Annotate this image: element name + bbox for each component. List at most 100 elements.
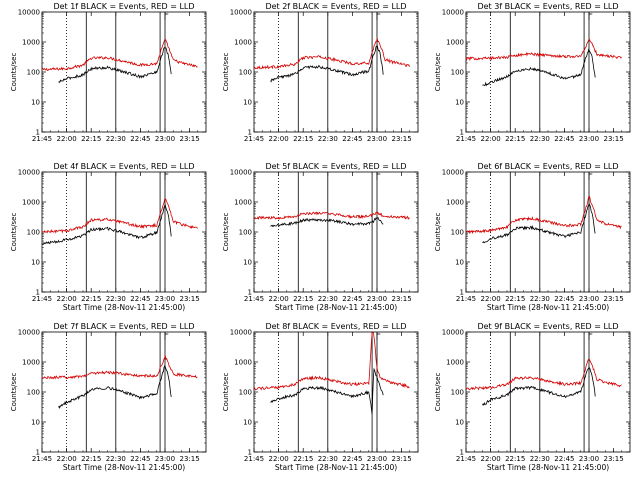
- panel-title: Det 4f BLACK = Events, RED = LLD: [53, 162, 194, 171]
- lld-series-line: [465, 195, 622, 235]
- x-tick-label: 23:00: [367, 455, 387, 463]
- y-tick-label: 100: [239, 229, 252, 237]
- x-tick-label: 21:45: [456, 135, 476, 143]
- y-axis-label: Counts/sec: [10, 213, 18, 252]
- x-tick-label: 22:00: [481, 295, 501, 303]
- y-tick-label: 1: [36, 289, 40, 297]
- events-series-line: [482, 367, 596, 406]
- x-tick-label: 22:00: [57, 295, 77, 303]
- y-tick-label: 100: [239, 69, 252, 77]
- x-axis-label: Start Time (28-Nov-11 21:45:00): [275, 303, 397, 312]
- y-axis-label: Counts/sec: [222, 213, 230, 252]
- x-tick-label: 23:00: [155, 135, 175, 143]
- panel-det-2: Det 2f BLACK = Events, RED = LLD 1 10 100 10…: [222, 2, 419, 143]
- x-tick-label: 23:15: [180, 135, 200, 143]
- x-tick-label: 22:00: [481, 455, 501, 463]
- x-tick-label: 23:15: [392, 135, 412, 143]
- x-tick-label: 22:00: [57, 135, 77, 143]
- panel-det-5: Det 5f BLACK = Events, RED = LLD 1 10 100 10…: [222, 162, 419, 312]
- y-axis-label: Counts/sec: [434, 53, 442, 92]
- x-tick-label: 23:15: [604, 295, 624, 303]
- x-tick-label: 22:15: [505, 455, 525, 463]
- y-tick-label: 10000: [230, 169, 252, 177]
- panel-det-4: Det 4f BLACK = Events, RED = LLD 1 10 100 10…: [10, 162, 207, 312]
- x-tick-label: 23:00: [367, 295, 387, 303]
- y-tick-label: 10: [455, 99, 464, 107]
- y-tick-label: 10: [31, 259, 40, 267]
- panel-det-3: Det 3f BLACK = Events, RED = LLD 1 10 100 10…: [434, 2, 631, 143]
- x-tick-label: 21:45: [32, 135, 52, 143]
- y-tick-label: 10000: [18, 329, 40, 337]
- y-tick-label: 100: [27, 229, 40, 237]
- y-tick-label: 10: [31, 99, 40, 107]
- x-tick-label: 22:15: [505, 135, 525, 143]
- lld-series-line: [41, 38, 198, 72]
- y-tick-label: 1: [248, 289, 252, 297]
- bracket-marker: [588, 173, 593, 180]
- x-tick-label: 23:00: [579, 135, 599, 143]
- y-tick-label: 1: [460, 449, 464, 457]
- y-tick-label: 100: [27, 389, 40, 397]
- bracket-marker: [376, 333, 381, 340]
- x-tick-label: 21:45: [32, 295, 52, 303]
- y-tick-label: 10: [455, 259, 464, 267]
- events-series-line: [270, 44, 384, 83]
- x-tick-label: 22:45: [342, 455, 362, 463]
- panel-det-1: Det 1f BLACK = Events, RED = LLD 1 10 100 10…: [10, 2, 207, 143]
- lld-series-line: [41, 354, 198, 380]
- x-tick-label: 23:15: [604, 135, 624, 143]
- y-tick-label: 10000: [18, 169, 40, 177]
- x-axis-label: Start Time (28-Nov-11 21:45:00): [487, 303, 609, 312]
- y-tick-label: 100: [239, 389, 252, 397]
- x-tick-label: 22:45: [554, 295, 574, 303]
- bracket-marker: [376, 13, 381, 20]
- x-tick-label: 22:15: [81, 135, 101, 143]
- y-axis-label: Counts/sec: [434, 373, 442, 412]
- x-axis-label: Start Time (28-Nov-11 21:45:00): [63, 303, 185, 312]
- panel-title: Det 6f BLACK = Events, RED = LLD: [477, 162, 618, 171]
- lld-series-line: [253, 37, 410, 70]
- bracket-marker: [164, 13, 169, 20]
- y-tick-label: 1: [460, 129, 464, 137]
- y-tick-label: 100: [451, 69, 464, 77]
- x-tick-label: 22:00: [57, 455, 77, 463]
- panel-det-7: Det 7f BLACK = Events, RED = LLD 1 10 100 10…: [10, 322, 207, 472]
- x-tick-label: 22:15: [505, 295, 525, 303]
- y-axis-label: Counts/sec: [222, 53, 230, 92]
- y-axis-label: Counts/sec: [10, 373, 18, 412]
- lld-series-line: [465, 38, 622, 62]
- y-tick-label: 10: [243, 419, 252, 427]
- x-tick-label: 23:15: [392, 295, 412, 303]
- x-tick-label: 22:45: [342, 135, 362, 143]
- x-tick-label: 22:30: [106, 135, 126, 143]
- panel-det-6: Det 6f BLACK = Events, RED = LLD 1 10 100 10…: [434, 162, 631, 312]
- panel-title: Det 9f BLACK = Events, RED = LLD: [477, 322, 618, 331]
- lld-series-line: [253, 211, 410, 220]
- x-tick-label: 22:45: [130, 135, 150, 143]
- x-tick-label: 22:45: [342, 295, 362, 303]
- x-tick-label: 23:00: [155, 295, 175, 303]
- y-tick-label: 1: [248, 129, 252, 137]
- events-series-line: [482, 48, 596, 87]
- x-tick-label: 22:15: [293, 135, 313, 143]
- bracket-marker: [588, 333, 593, 340]
- x-axis-label: Start Time (28-Nov-11 21:45:00): [63, 463, 185, 472]
- x-tick-label: 21:45: [456, 455, 476, 463]
- panel-title: Det 5f BLACK = Events, RED = LLD: [265, 162, 406, 171]
- x-tick-label: 22:00: [269, 295, 289, 303]
- x-tick-label: 23:15: [604, 455, 624, 463]
- y-tick-label: 10000: [442, 329, 464, 337]
- y-tick-label: 100: [27, 69, 40, 77]
- y-tick-label: 100: [451, 389, 464, 397]
- x-tick-label: 23:15: [180, 455, 200, 463]
- lld-series-line: [253, 331, 410, 391]
- events-series-line: [58, 47, 172, 83]
- x-tick-label: 22:30: [530, 295, 550, 303]
- y-tick-label: 1000: [234, 199, 252, 207]
- bracket-marker: [588, 13, 593, 20]
- y-tick-label: 10000: [18, 9, 40, 17]
- x-tick-label: 23:15: [180, 295, 200, 303]
- lld-series-line: [465, 358, 622, 391]
- x-tick-label: 22:30: [530, 135, 550, 143]
